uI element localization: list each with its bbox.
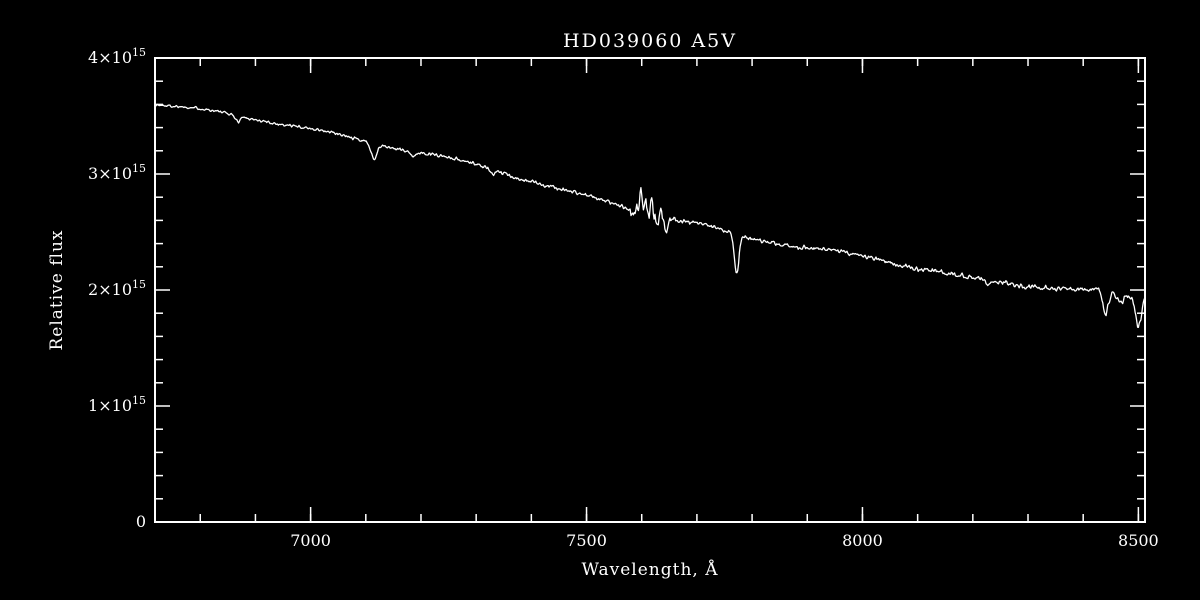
- y-tick-label: 4×1015: [88, 46, 146, 67]
- x-tick-label: 7500: [566, 531, 607, 550]
- x-tick-label: 8000: [842, 531, 883, 550]
- y-tick-label: 3×1015: [88, 162, 146, 183]
- plot-title: HD039060 A5V: [563, 30, 737, 52]
- spectrum-line: [155, 103, 1145, 329]
- y-tick-label: 2×1015: [88, 278, 146, 299]
- y-tick-label: 0: [136, 512, 146, 531]
- x-tick-label: 7000: [290, 531, 331, 550]
- x-tick-label: 8500: [1118, 531, 1159, 550]
- y-tick-label: 1×1015: [88, 394, 146, 415]
- x-axis-label: Wavelength, Å: [581, 560, 719, 580]
- y-axis-label: Relative flux: [47, 229, 67, 351]
